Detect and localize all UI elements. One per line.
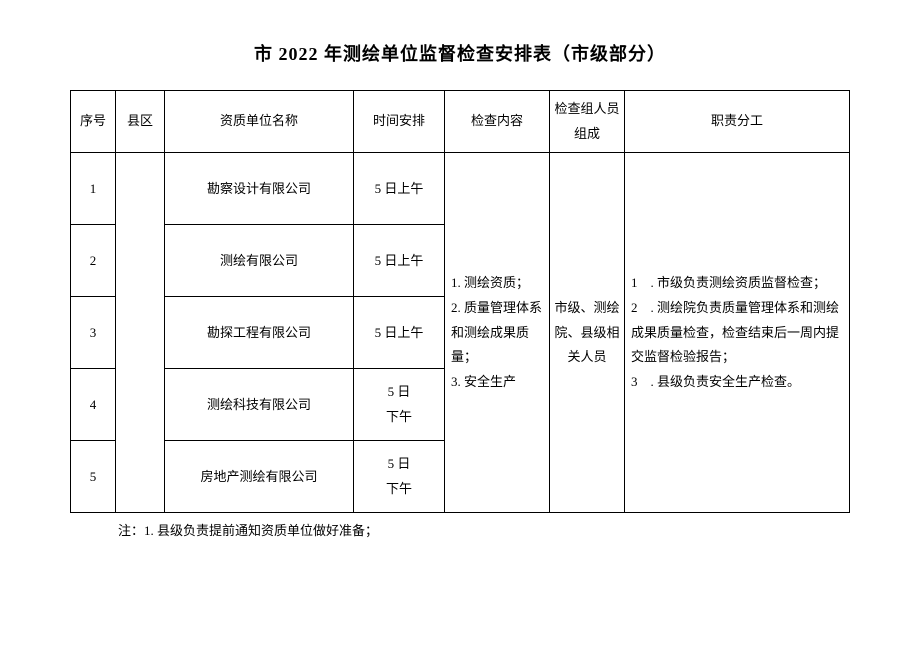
th-district: 县区: [116, 91, 165, 153]
th-time: 时间安排: [354, 91, 445, 153]
cell-duty: 1 . 市级负责测绘资质监督检查；2 . 测绘院负责质量管理体系和测绘成果质量检…: [625, 153, 850, 513]
cell-time: 5 日上午: [354, 153, 445, 225]
cell-team: 市级、测绘院、县级相关人员: [550, 153, 625, 513]
cell-unit: 测绘科技有限公司: [165, 369, 354, 441]
cell-time: 5 日下午: [354, 369, 445, 441]
th-idx: 序号: [71, 91, 116, 153]
cell-district: [116, 153, 165, 513]
cell-idx: 1: [71, 153, 116, 225]
cell-time: 5 日上午: [354, 225, 445, 297]
cell-idx: 5: [71, 441, 116, 513]
cell-check-content: 1. 测绘资质；2. 质量管理体系和测绘成果质量；3. 安全生产: [445, 153, 550, 513]
cell-unit: 勘探工程有限公司: [165, 297, 354, 369]
cell-unit: 勘察设计有限公司: [165, 153, 354, 225]
th-team: 检查组人员组成: [550, 91, 625, 153]
cell-idx: 3: [71, 297, 116, 369]
cell-unit: 房地产测绘有限公司: [165, 441, 354, 513]
schedule-table: 序号 县区 资质单位名称 时间安排 检查内容 检查组人员组成 职责分工 1 勘察…: [70, 90, 850, 513]
cell-unit: 测绘有限公司: [165, 225, 354, 297]
table-row: 1 勘察设计有限公司 5 日上午 1. 测绘资质；2. 质量管理体系和测绘成果质…: [71, 153, 850, 225]
page-title: 市 2022 年测绘单位监督检查安排表（市级部分）: [70, 40, 850, 66]
th-duty: 职责分工: [625, 91, 850, 153]
cell-idx: 2: [71, 225, 116, 297]
footnote: 注：1. 县级负责提前通知资质单位做好准备；: [118, 519, 850, 542]
cell-idx: 4: [71, 369, 116, 441]
cell-time: 5 日下午: [354, 441, 445, 513]
th-unit: 资质单位名称: [165, 91, 354, 153]
th-content: 检查内容: [445, 91, 550, 153]
cell-time: 5 日上午: [354, 297, 445, 369]
